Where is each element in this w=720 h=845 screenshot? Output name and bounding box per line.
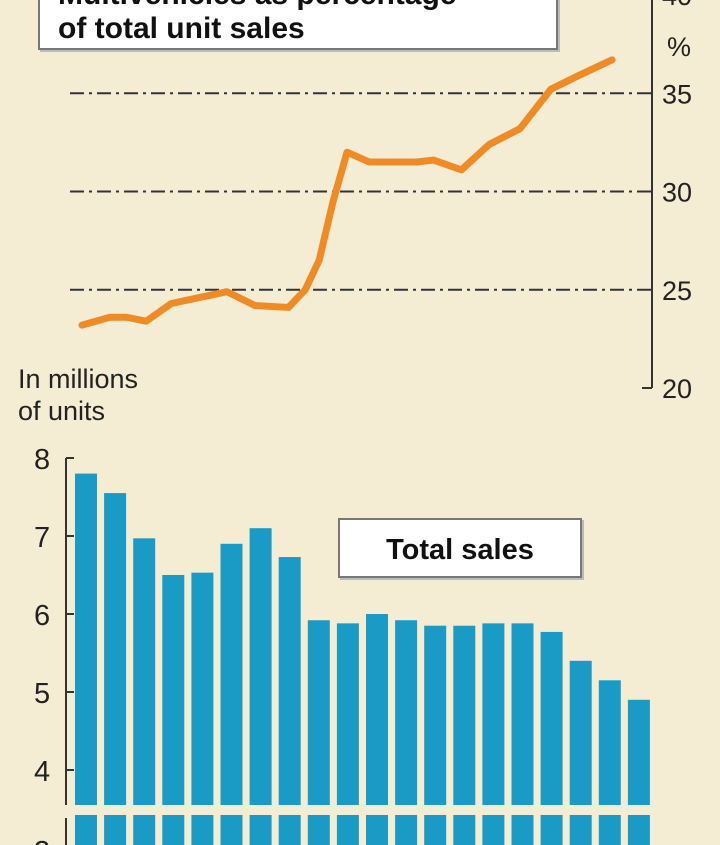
sales-bar: [395, 620, 418, 805]
sales-bar-lower: [366, 815, 388, 845]
line-y-tick-label: 40: [662, 0, 692, 11]
sales-bar-lower: [627, 815, 650, 845]
bar-ylabel-line-1: In millions: [18, 364, 139, 394]
bar-chart-title-box: Total sales: [338, 518, 582, 578]
sales-bar-lower: [191, 815, 214, 845]
sales-bar: [598, 680, 621, 805]
sales-bar: [366, 614, 388, 805]
sales-bar: [104, 493, 127, 805]
sales-bar-lower: [162, 815, 185, 845]
sales-bar-lower: [482, 815, 505, 845]
sales-bar-lower: [395, 815, 418, 845]
sales-bar-lower: [511, 815, 534, 845]
line-chart-title-line-2: of total unit sales: [58, 12, 305, 45]
sales-bar-lower: [249, 815, 272, 845]
sales-bar-lower: [569, 815, 592, 845]
sales-bar: [191, 572, 214, 805]
bar-y-tick-label: 3: [34, 836, 50, 845]
bar-ylabel-line-2: of units: [18, 396, 106, 426]
line-ylabel: %: [667, 32, 692, 62]
sales-bar: [511, 623, 534, 805]
sales-bar-lower: [424, 815, 447, 845]
sales-bar: [424, 625, 447, 805]
bar-chart-title: Total sales: [386, 534, 534, 566]
sales-bar: [278, 557, 301, 805]
multivehicle-share-line: [78, 56, 616, 329]
sales-bar: [162, 575, 185, 805]
line-chart-title-box: Multivehicles as percentage of total uni…: [38, 0, 558, 50]
sales-bar: [133, 538, 156, 805]
sales-bar: [540, 631, 563, 805]
sales-bar: [249, 528, 272, 805]
sales-bar: [220, 543, 243, 805]
sales-bar-lower: [336, 815, 359, 845]
sales-bar: [482, 623, 505, 805]
sales-bar-lower: [540, 815, 563, 845]
sales-bar: [453, 625, 476, 805]
line-y-tick-label: 20: [662, 374, 692, 404]
bar-y-tick-label: 8: [34, 444, 50, 476]
bar-y-tick-label: 5: [34, 678, 50, 710]
sales-bar-lower: [104, 815, 127, 845]
line-y-tick-label: 35: [662, 79, 692, 109]
line-y-tick-label: 25: [662, 276, 692, 306]
sales-bar-lower: [278, 815, 301, 845]
sales-bar-lower: [453, 815, 476, 845]
sales-bar-lower: [307, 815, 330, 845]
bar-y-tick-label: 7: [34, 522, 50, 554]
sales-bar-lower: [133, 815, 156, 845]
bar-y-tick-label: 4: [34, 756, 50, 788]
bar-y-tick-label: 6: [34, 600, 50, 632]
line-chart-title-line-1: Multivehicles as percentage: [58, 0, 556, 12]
sales-bar-lower: [220, 815, 243, 845]
sales-bar: [75, 473, 97, 805]
sales-bar: [569, 660, 592, 805]
sales-bar-lower: [598, 815, 621, 845]
sales-bar: [627, 699, 650, 805]
sales-bar: [307, 620, 330, 805]
sales-bar: [336, 623, 359, 805]
line-y-tick-label: 30: [662, 178, 692, 208]
sales-bar-lower: [75, 815, 97, 845]
